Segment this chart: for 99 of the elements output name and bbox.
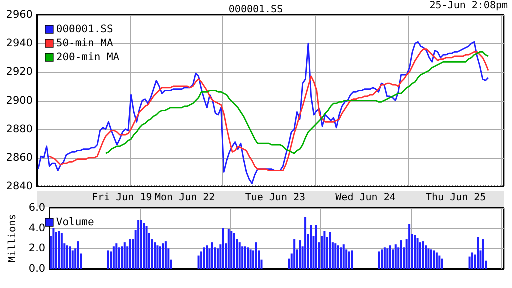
y-tick-label: 2940 (6, 38, 33, 50)
x-tick-label: Mon Jun 22 (154, 192, 216, 204)
bar (55, 232, 58, 269)
bar (244, 246, 246, 269)
bar (342, 244, 345, 269)
bar (200, 252, 203, 269)
bar (107, 250, 110, 269)
legend-label: 000001.SS (56, 24, 114, 36)
bar (472, 252, 474, 269)
bar (340, 248, 342, 269)
bar (422, 242, 424, 269)
legend-label: Volume (56, 216, 94, 228)
bar (304, 217, 307, 269)
x-tick-label: Fri Jun 19 (92, 192, 152, 204)
bar (146, 226, 148, 269)
bar (250, 250, 252, 269)
bar (414, 235, 416, 269)
bar (386, 248, 389, 269)
bar (430, 250, 432, 269)
y-tick-label: 2860 (6, 152, 33, 164)
bar (242, 246, 244, 269)
bar (238, 242, 241, 269)
y-tick-label: 2840 (6, 180, 33, 192)
bar (400, 240, 402, 269)
bar (416, 238, 419, 269)
bar (428, 248, 430, 269)
bar (156, 246, 159, 269)
y-tick-label: 6.0 (28, 202, 46, 214)
bar (228, 229, 230, 269)
x-tick-label: Wed Jun 24 (336, 192, 396, 204)
bar (348, 252, 350, 269)
bar (337, 246, 340, 269)
bar (216, 248, 219, 269)
bar (468, 256, 471, 269)
bar (424, 246, 427, 269)
bar (329, 232, 332, 269)
bar (299, 240, 302, 269)
chart-title: 000001.SS (228, 4, 284, 16)
bar (233, 233, 236, 269)
y-axis-title: Millions (8, 214, 18, 263)
y-tick-label: 4.0 (28, 222, 46, 234)
line-series (105, 51, 490, 154)
bar (60, 233, 63, 269)
bar (222, 228, 224, 269)
bar (203, 248, 206, 269)
bar (389, 246, 392, 269)
bar (211, 242, 214, 269)
bar (294, 240, 296, 269)
bar (351, 250, 354, 269)
bar (438, 256, 441, 269)
line-series (48, 48, 490, 172)
bar (66, 246, 68, 269)
x-tick-label: Tue Jun 23 (245, 192, 306, 204)
bar (164, 242, 167, 269)
bar (58, 231, 60, 269)
bar (310, 225, 312, 269)
y-tick-label: 2900 (6, 94, 33, 107)
bar (140, 220, 142, 269)
bar (72, 250, 74, 269)
bar (159, 246, 162, 269)
bar (154, 242, 156, 269)
bar (124, 242, 126, 269)
y-tick-label: 0.0 (28, 263, 46, 275)
bar (482, 240, 484, 269)
bar (121, 246, 124, 269)
bar (420, 242, 422, 269)
bar (77, 242, 80, 269)
y-tick-label: 2.0 (28, 242, 46, 255)
y-tick-label: 2960 (6, 9, 33, 21)
bar (118, 248, 120, 269)
bar (116, 244, 118, 269)
bar (334, 244, 337, 269)
bar (129, 240, 132, 269)
x-tick-label: Thu Jun 25 (426, 192, 486, 204)
bar (206, 246, 208, 269)
bar (381, 250, 384, 269)
bar (69, 246, 72, 269)
bar (378, 252, 380, 269)
bar (112, 246, 115, 269)
bar (247, 248, 250, 269)
bar (324, 231, 326, 269)
bar (384, 248, 386, 269)
text: 25-Jun 2:08pm (430, 0, 508, 12)
bar (315, 225, 318, 269)
bar (138, 220, 140, 269)
bar (476, 237, 479, 269)
legend-label: 50-min MA (56, 38, 114, 50)
bar (230, 231, 233, 269)
bar (441, 258, 444, 269)
bar (408, 224, 411, 269)
y-tick-label: 2920 (6, 66, 33, 78)
bar (143, 223, 146, 269)
bar (436, 252, 438, 269)
bar (162, 244, 164, 269)
y-tick-label: 2880 (6, 123, 33, 136)
bar (433, 250, 436, 269)
bar (394, 244, 397, 269)
legend-label: 200-min MA (56, 52, 120, 64)
bar (198, 256, 200, 269)
